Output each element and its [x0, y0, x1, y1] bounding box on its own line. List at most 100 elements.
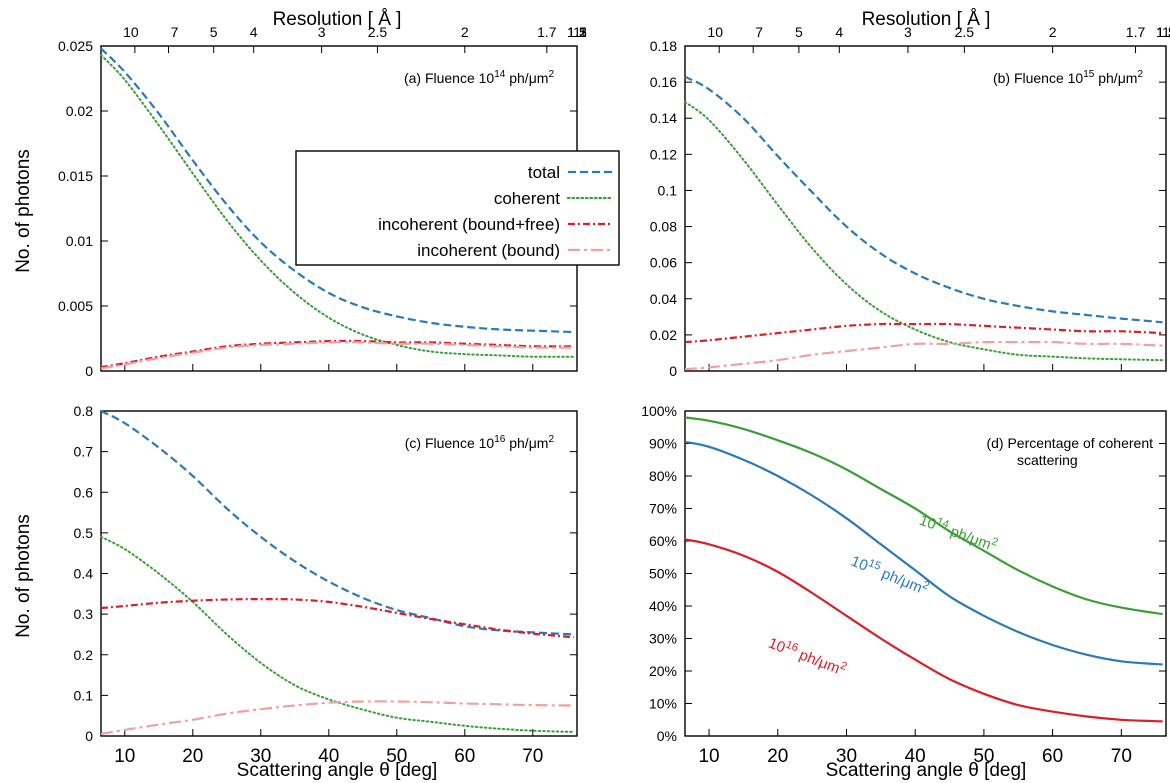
y-tick-label: 0%	[657, 728, 677, 744]
series-line-coherent	[100, 54, 575, 358]
y-tick-label: 80%	[649, 468, 677, 484]
series-line-f16	[684, 538, 1163, 723]
resolution-tick-label: 7	[171, 24, 179, 40]
panel-a: 0 0.005 0.01 0.015 0.02 0.025 10 7 5 4 3 2.5 2 1.7 1.5…	[58, 24, 587, 379]
y-tick-label: 0.3	[74, 606, 94, 622]
resolution-tick-label: 3	[904, 24, 912, 40]
y-tick-label: 0.2	[74, 647, 94, 663]
y-tick-label: 20%	[649, 663, 677, 679]
y-axis-label-bottom: No. of photons	[13, 514, 34, 638]
legend-box	[295, 150, 620, 266]
y-tick-label: 0.18	[650, 38, 677, 54]
y-tick-label: 0.02	[650, 327, 677, 343]
y-tick-label: 0.01	[66, 233, 93, 249]
resolution-tick-label: 5	[795, 24, 803, 40]
legend: total coherent incoherent (bound+free) inco…	[295, 150, 620, 266]
legend-label-coherent: coherent	[494, 189, 560, 208]
series-line-incoherent_bound_free	[684, 322, 1163, 344]
resolution-tick-label: 1.2	[567, 24, 587, 40]
x-tick-label: 10	[114, 746, 135, 767]
resolution-tick-label: 5	[210, 24, 218, 40]
x-tick-label: 10	[698, 746, 719, 767]
y-axis-label-top: No. of photons	[13, 149, 34, 273]
y-tick-label: 0.5	[74, 525, 94, 541]
panel-annotation: (a) Fluence 1014 ph/μm2	[404, 69, 555, 86]
axes-frame-b	[684, 45, 1167, 372]
resolution-tick-label: 1.7	[537, 24, 557, 40]
legend-label-incoherent_bound_free: incoherent (bound+free)	[378, 215, 560, 234]
y-tick-label: 0	[85, 728, 93, 744]
x-tick-label: 30	[836, 746, 857, 767]
resolution-tick-label: 1.5	[567, 24, 587, 40]
curve-label-f14: 1014 ph/μm2	[917, 510, 1000, 556]
y-tick-label: 0.02	[66, 103, 93, 119]
y-tick-label: 0	[669, 363, 677, 379]
resolution-label-right: Resolution [ Å ]	[862, 9, 991, 30]
resolution-tick-label: 2.5	[368, 24, 388, 40]
x-tick-label: 70	[522, 746, 543, 767]
y-tick-label: 0.1	[74, 687, 94, 703]
y-tick-label: 0	[85, 363, 93, 379]
curve-label-f15: 1015 ph/μm2	[849, 551, 931, 599]
resolution-tick-label: 7	[755, 24, 763, 40]
y-tick-label: 0.015	[58, 168, 93, 184]
resolution-tick-label: 2.5	[955, 24, 975, 40]
resolution-tick-label: 4	[835, 24, 843, 40]
y-tick-label: 0.16	[650, 74, 677, 90]
series-line-incoherent_bound_free	[100, 339, 574, 369]
y-tick-label: 0.4	[74, 566, 94, 582]
resolution-tick-label: 1.3	[567, 24, 587, 40]
y-tick-label: 100%	[641, 403, 677, 419]
resolution-tick-label: 10	[707, 24, 723, 40]
series-line-coherent	[684, 101, 1164, 362]
curve-label-f16: 1016 ph/μm2	[766, 633, 849, 680]
panel-annotation: (d) Percentage of coherent	[986, 435, 1153, 451]
series-line-incoherent_bound	[100, 700, 574, 736]
resolution-tick-label: 1	[573, 24, 581, 40]
y-tick-label: 0.06	[650, 255, 677, 271]
x-tick-label: 30	[250, 746, 271, 767]
x-tick-label: 60	[454, 746, 475, 767]
resolution-tick-label: 4	[250, 24, 258, 40]
panel-annotation: (b) Fluence 1015 ph/μm2	[993, 69, 1144, 86]
y-tick-label: 0.6	[74, 484, 94, 500]
y-tick-label: 0.08	[650, 219, 677, 235]
series-line-incoherent_bound	[684, 340, 1163, 371]
x-tick-label: 40	[318, 746, 339, 767]
resolution-tick-label: 1	[1162, 24, 1170, 40]
y-tick-label: 0.7	[74, 444, 94, 460]
y-tick-label: 60%	[649, 533, 677, 549]
x-tick-label: 40	[905, 746, 926, 767]
series-line-f15	[684, 440, 1163, 666]
panel-d: 0% 10% 20% 30% 40% 50% 60% 70% 80% 90% 100% 10 20 30 4…	[641, 403, 1167, 767]
series-line-coherent	[100, 535, 575, 733]
resolution-tick-label: 1.3	[1156, 24, 1170, 40]
x-tick-label: 20	[182, 746, 203, 767]
x-tick-label: 50	[386, 746, 407, 767]
y-tick-label: 0.12	[650, 146, 677, 162]
x-tick-label: 70	[1111, 746, 1132, 767]
resolution-tick-label: 2	[461, 24, 469, 40]
x-axis-label-right: Scattering angle θ [deg]	[826, 760, 1027, 781]
y-tick-label: 0.8	[74, 403, 94, 419]
y-tick-label: 30%	[649, 631, 677, 647]
axes-frame-d	[684, 410, 1167, 737]
resolution-tick-label: 1.1	[1156, 24, 1170, 40]
y-tick-label: 0.005	[58, 298, 93, 314]
series-line-f14	[684, 416, 1163, 616]
resolution-tick-label: 1.5	[1156, 24, 1170, 40]
resolution-tick-label: 1.2	[1156, 24, 1170, 40]
resolution-tick-label: 3	[318, 24, 326, 40]
y-tick-label: 0.14	[650, 110, 677, 126]
series-line-total	[684, 75, 1163, 324]
resolution-label-left: Resolution [ Å ]	[273, 9, 402, 30]
y-tick-label: 40%	[649, 598, 677, 614]
y-tick-label: 90%	[649, 436, 677, 452]
panel-b: 0 0.02 0.04 0.06 0.08 0.1 0.12 0.14 0.16 0.18 10 7 5…	[650, 24, 1170, 379]
x-tick-label: 20	[767, 746, 788, 767]
panel-annotation-line2: scattering	[1017, 452, 1078, 468]
resolution-tick-label: 2	[1049, 24, 1057, 40]
resolution-tick-label: 10	[123, 24, 139, 40]
